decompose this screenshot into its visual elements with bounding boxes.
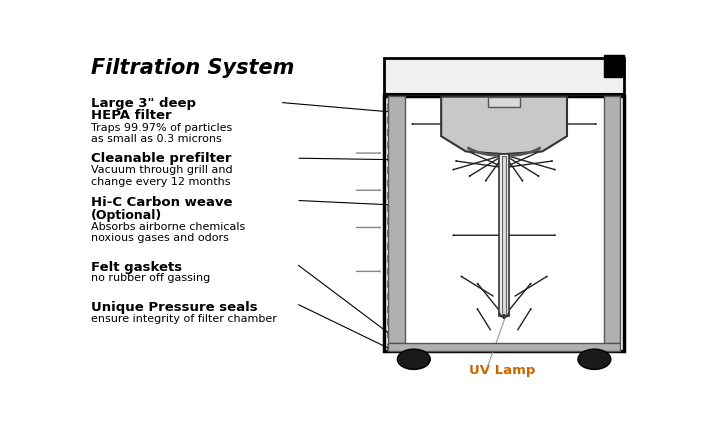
Bar [604,97,620,344]
Text: Vacuum through grill and
change every 12 months: Vacuum through grill and change every 12… [91,165,232,186]
Circle shape [397,350,430,370]
Text: HEPA filter: HEPA filter [91,109,172,122]
Text: (Optional): (Optional) [91,209,162,222]
Text: Absorbs airborne chemicals
noxious gases and odors: Absorbs airborne chemicals noxious gases… [91,221,245,243]
Text: Cleanable prefilter: Cleanable prefilter [91,152,232,165]
Text: UV Lamp: UV Lamp [469,363,535,376]
Bar [388,97,405,344]
Bar [604,56,625,78]
Text: ensure integrity of filter chamber: ensure integrity of filter chamber [91,313,277,323]
Text: Unique Pressure seals: Unique Pressure seals [91,300,258,314]
Text: Large 3" deep: Large 3" deep [91,96,196,110]
Bar [384,96,625,351]
Text: Felt gaskets: Felt gaskets [91,260,182,273]
Bar [388,344,620,351]
Text: no rubber off gassing: no rubber off gassing [91,272,210,283]
Bar [499,155,509,317]
Text: Hi-C Carbon weave: Hi-C Carbon weave [91,196,232,209]
Bar [502,156,506,315]
Polygon shape [441,97,567,155]
Text: Traps 99.97% of particles
as small as 0.3 microns: Traps 99.97% of particles as small as 0.… [91,122,232,144]
Text: Filtration System: Filtration System [91,58,294,78]
Circle shape [578,350,611,370]
Bar [384,59,625,96]
Bar [488,97,520,108]
